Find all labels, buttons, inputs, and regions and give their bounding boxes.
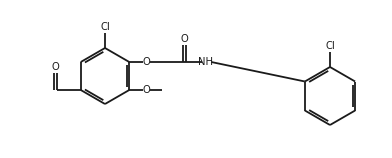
Text: O: O <box>51 62 59 72</box>
Text: Cl: Cl <box>325 41 335 51</box>
Text: NH: NH <box>198 57 213 67</box>
Text: O: O <box>142 85 150 95</box>
Text: O: O <box>181 34 189 44</box>
Text: Cl: Cl <box>100 22 110 32</box>
Text: O: O <box>142 57 150 67</box>
